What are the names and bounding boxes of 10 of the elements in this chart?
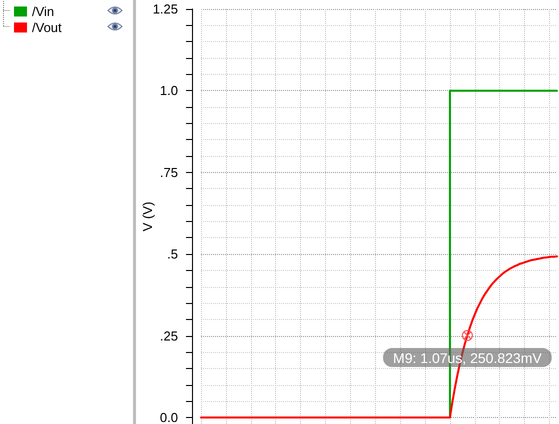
y-axis-title: V (V) [140,202,155,232]
y-tick-label: 0.0 [160,410,178,424]
y-tick-label: 1.25 [152,2,178,16]
y-tick-label: 1.0 [160,83,178,98]
y-tick-label: .5 [167,246,178,262]
legend-label: /Vin [32,4,54,19]
line-series [200,255,558,418]
legend-label: /Vout [32,20,62,35]
y-tick-label: .75 [160,164,178,180]
y-tick-label: .25 [160,328,178,344]
